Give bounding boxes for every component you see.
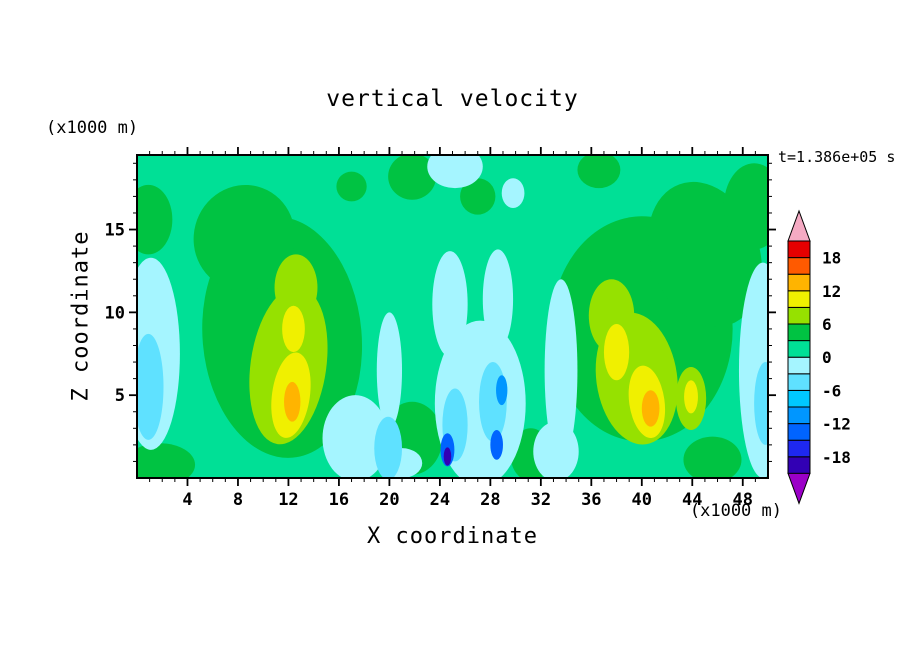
contour-region (641, 390, 660, 427)
colorbar-tick-label: -18 (822, 448, 851, 467)
colorbar-tick-label: 18 (822, 249, 841, 268)
x-tick-label: 4 (182, 490, 192, 510)
contour-region (432, 251, 468, 358)
contour-region (490, 429, 503, 460)
colorbar: 18 12 6 0 -6 -12 -18 (787, 209, 851, 505)
y-axis-title: Z coordinate (68, 230, 94, 402)
colorbar-band (787, 323, 811, 342)
x-tick-label: 12 (278, 490, 298, 510)
contour-region (282, 305, 305, 353)
contour-region (284, 381, 301, 422)
colorbar-tick-label: 6 (822, 315, 832, 334)
colorbar-over-arrow (787, 209, 811, 242)
colorbar-band (787, 439, 811, 458)
colorbar-tick-label: 0 (822, 348, 832, 367)
contour-region (376, 312, 403, 429)
colorbar-band (787, 423, 811, 441)
x-axis-title: X coordinate (367, 524, 538, 549)
x-tick-label: 32 (531, 490, 551, 510)
chart-title: vertical velocity (326, 86, 579, 112)
y-tick-label: 15 (105, 221, 125, 241)
y-tick-label: 5 (115, 386, 125, 406)
contour-region (336, 171, 367, 202)
colorbar-band (787, 456, 811, 474)
colorbar-tick-label: -6 (822, 381, 841, 400)
colorbar-under-arrow (787, 472, 811, 505)
colorbar-band (787, 340, 811, 358)
colorbar-band (787, 257, 811, 275)
x-tick-label: 20 (379, 490, 399, 510)
colorbar-band (787, 306, 811, 325)
contour-region (443, 447, 452, 466)
contour-plot-area (137, 155, 768, 478)
x-tick-label: 16 (329, 490, 349, 510)
contour-region (374, 416, 403, 478)
colorbar-band (787, 240, 811, 259)
colorbar-band (787, 373, 811, 391)
colorbar-band (787, 356, 811, 375)
y-tick-label: 10 (105, 303, 125, 323)
time-annotation: t=1.386e+05 s (778, 148, 896, 166)
colorbar-tick-label: 12 (822, 282, 841, 301)
contour-region (482, 249, 514, 349)
x-tick-label: 8 (233, 490, 243, 510)
colorbar-band (787, 389, 811, 408)
x-axis-units-label: (x1000 m) (689, 501, 782, 521)
contour-region (684, 380, 698, 414)
colorbar-tick-label: -12 (822, 415, 851, 434)
x-tick-label: 28 (480, 490, 500, 510)
contour-region (603, 323, 630, 381)
colorbar-band (787, 290, 811, 308)
y-axis-units-label: (x1000 m) (46, 118, 139, 138)
colorbar-band (787, 273, 811, 292)
colorbar-band (787, 406, 811, 425)
contour-region (501, 178, 525, 209)
contour-region (496, 375, 508, 406)
x-tick-label: 24 (430, 490, 450, 510)
